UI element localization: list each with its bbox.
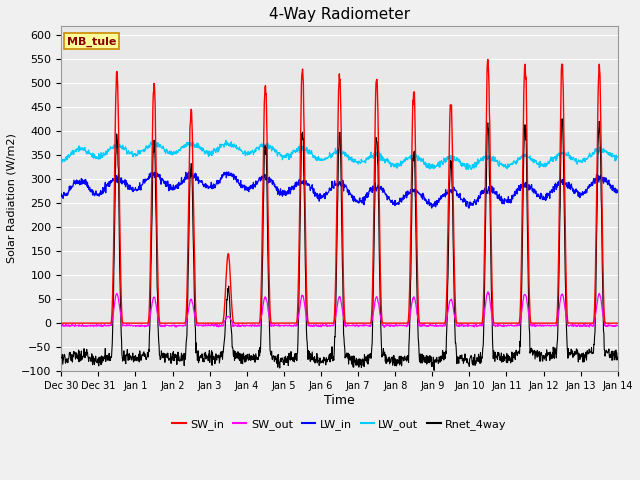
LW_out [614,154,621,159]
LW_out [499,162,507,168]
LW_in [614,188,621,194]
LW_out [244,152,252,158]
Line: LW_in: LW_in [61,172,618,208]
LW_in [58,191,65,197]
Rnet_4way [558,116,566,121]
LW_in [499,198,507,204]
SW_out [181,322,189,328]
SW_out [380,324,388,330]
SW_in [58,320,65,326]
SW_in [426,320,434,326]
Rnet_4way [499,358,507,364]
SW_in [168,320,175,326]
LW_in [168,185,175,191]
SW_in [548,320,556,326]
LW_out [181,144,189,150]
SW_out [168,323,175,329]
SW_in [499,320,507,326]
LW_in [181,176,189,182]
SW_out [426,322,434,327]
SW_out [548,323,556,328]
Line: SW_in: SW_in [61,60,618,323]
LW_out [168,152,175,157]
Rnet_4way [426,353,434,359]
Rnet_4way [243,351,251,357]
SW_out [499,324,507,329]
Text: MB_tule: MB_tule [67,36,116,47]
SW_in [484,57,492,62]
LW_out [464,167,472,172]
Legend: SW_in, SW_out, LW_in, LW_out, Rnet_4way: SW_in, SW_out, LW_in, LW_out, Rnet_4way [168,415,511,434]
Title: 4-Way Radiometer: 4-Way Radiometer [269,7,410,22]
Y-axis label: Solar Radiation (W/m2): Solar Radiation (W/m2) [7,133,17,264]
Rnet_4way [168,354,175,360]
LW_out [58,155,65,161]
LW_out [426,165,434,171]
SW_out [58,323,65,328]
LW_out [548,158,556,164]
SW_in [181,320,189,326]
Line: LW_out: LW_out [61,140,618,169]
LW_in [428,205,436,211]
SW_out [484,289,492,295]
Rnet_4way [58,355,65,361]
Rnet_4way [181,354,189,360]
LW_in [225,169,232,175]
Rnet_4way [430,368,438,373]
SW_out [614,323,621,328]
SW_in [243,320,251,326]
LW_in [244,188,252,193]
SW_in [614,320,621,326]
LW_in [548,190,556,196]
Rnet_4way [614,354,621,360]
Line: Rnet_4way: Rnet_4way [61,119,618,371]
Line: SW_out: SW_out [61,292,618,327]
Rnet_4way [548,356,556,361]
LW_in [426,200,434,206]
X-axis label: Time: Time [324,394,355,407]
SW_out [243,323,251,328]
LW_out [222,137,230,143]
